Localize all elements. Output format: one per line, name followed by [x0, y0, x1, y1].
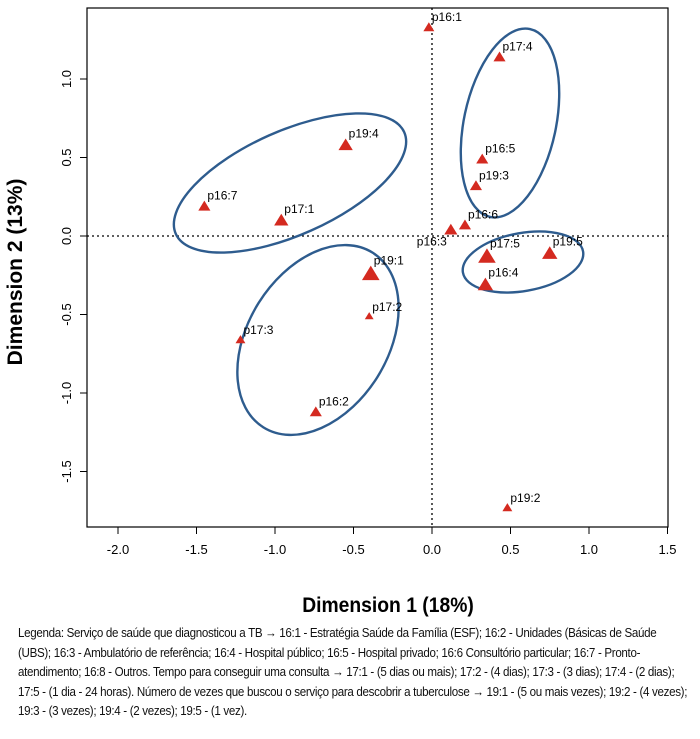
y-tick-label: -1.5 — [59, 460, 74, 482]
point-marker — [444, 223, 458, 235]
point-marker — [493, 51, 506, 62]
y-tick-label: 1.0 — [59, 70, 74, 88]
x-tick-label: 0.5 — [501, 542, 519, 557]
point-marker — [478, 248, 496, 263]
point-marker — [477, 277, 494, 291]
point-label: p17:5 — [490, 236, 520, 250]
point-marker — [364, 312, 374, 320]
y-tick-label: -0.5 — [59, 303, 74, 325]
y-axis: -1.5 -1.0 -0.5 0.0 0.5 1.0 — [59, 70, 87, 483]
mca-scatter-plot: -2.0 -1.5 -1.0 -0.5 0.0 0.5 1.0 1.5 -1.5 -1.0 -0.… — [4, 7, 677, 617]
point-label: p17:1 — [284, 202, 314, 216]
y-tick-label: -1.0 — [59, 382, 74, 404]
cluster-ellipse — [461, 230, 585, 294]
point-label: p16:3 — [417, 235, 447, 249]
x-tick-label: 1.0 — [580, 542, 598, 557]
point-marker — [476, 153, 489, 164]
point-marker — [542, 246, 558, 259]
point-label: p17:4 — [503, 40, 533, 54]
x-axis: -2.0 -1.5 -1.0 -0.5 0.0 0.5 1.0 1.5 — [107, 527, 677, 557]
x-axis-title: Dimension 1 (18%) — [302, 594, 474, 617]
point-marker — [502, 503, 513, 512]
point-marker — [274, 213, 289, 226]
figure-legend: Legenda: Serviço de saúde que diagnostic… — [18, 626, 688, 718]
cluster-ellipse — [236, 243, 400, 437]
y-tick-label: 0.5 — [59, 148, 74, 166]
point-marker — [361, 265, 380, 281]
x-tick-label: 0.0 — [423, 542, 441, 557]
points: p16:1 p17:4 p19:4 p16:5 p19:3 p16:7 p17:1 p16:3… — [198, 10, 583, 512]
point-marker — [469, 180, 483, 191]
y-axis-title: Dimension 2 (13%) — [4, 179, 27, 366]
point-label: p19:1 — [374, 254, 404, 268]
point-label: p16:5 — [485, 142, 515, 156]
point-marker — [423, 22, 435, 32]
plot-frame — [86, 7, 669, 528]
x-tick-label: -1.5 — [185, 542, 207, 557]
point-label: p19:5 — [553, 234, 583, 248]
x-tick-label: -2.0 — [107, 542, 129, 557]
point-marker — [235, 335, 246, 344]
point-label: p19:2 — [510, 491, 540, 505]
point-label: p16:7 — [207, 189, 237, 203]
point-label: p16:4 — [488, 266, 518, 280]
x-tick-label: -1.0 — [264, 542, 286, 557]
point-label: p19:3 — [479, 168, 509, 182]
point-label: p16:2 — [319, 394, 349, 408]
point-label: p16:1 — [432, 10, 462, 24]
point-label: p17:3 — [243, 323, 273, 337]
x-tick-label: 1.5 — [658, 542, 676, 557]
point-marker — [198, 200, 211, 211]
point-label: p17:2 — [372, 300, 402, 314]
cluster-ellipses — [172, 27, 585, 437]
x-tick-label: -0.5 — [342, 542, 364, 557]
cluster-ellipse — [459, 27, 561, 219]
point-label: p16:6 — [468, 208, 498, 222]
point-marker — [338, 138, 353, 151]
point-marker — [458, 219, 472, 230]
cluster-ellipse — [172, 112, 408, 254]
point-label: p19:4 — [349, 126, 379, 140]
point-marker — [309, 406, 322, 417]
reference-lines — [87, 8, 668, 527]
y-tick-label: 0.0 — [59, 227, 74, 245]
